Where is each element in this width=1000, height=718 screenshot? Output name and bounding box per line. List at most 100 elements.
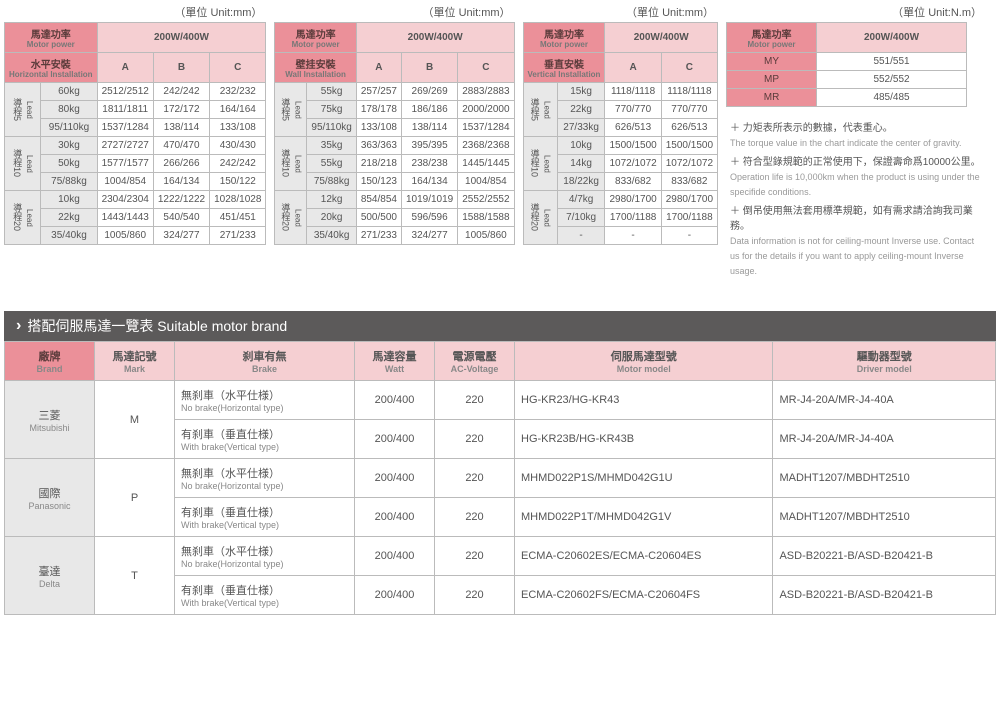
table-row: 55kg218/218238/2381445/1445 bbox=[275, 155, 514, 173]
brake-cell: 有刹車（垂直仕様）With brake(Vertical type) bbox=[175, 576, 355, 615]
data-cell: 1700/1188 bbox=[605, 209, 661, 227]
data-cell: 1700/1188 bbox=[661, 209, 717, 227]
unit-mm: （單位 Unit:mm） bbox=[4, 4, 266, 20]
ac-cell: 220 bbox=[435, 537, 515, 576]
load-value: 75/88kg bbox=[41, 173, 97, 191]
section-title-bar: 搭配伺服馬達一覽表 Suitable motor brand bbox=[4, 311, 996, 341]
brand-cell: 三菱Mitsubishi bbox=[5, 381, 95, 459]
table-row: 導程5Lead55kg257/257269/2692883/2883 bbox=[275, 83, 514, 101]
mark-cell: T bbox=[95, 537, 175, 615]
col-ac: 電源電壓AC-Voltage bbox=[435, 342, 515, 381]
data-cell: 1004/854 bbox=[458, 173, 514, 191]
data-cell: 1028/1028 bbox=[210, 191, 266, 209]
mark-cell: M bbox=[95, 381, 175, 459]
lead-label: 導程10Lead bbox=[523, 137, 557, 191]
data-cell: - bbox=[661, 227, 717, 245]
driver-cell: ASD-B20221-B/ASD-B20421-B bbox=[773, 537, 996, 576]
ac-cell: 220 bbox=[435, 381, 515, 420]
note-3-en: Data information is not for ceiling-moun… bbox=[730, 236, 974, 276]
data-cell: 1588/1588 bbox=[458, 209, 514, 227]
driver-cell: MR-J4-20A/MR-J4-40A bbox=[773, 381, 996, 420]
torque-label: MY bbox=[727, 53, 817, 71]
lead-label: 導程20Lead bbox=[523, 191, 557, 245]
data-cell: 1443/1443 bbox=[97, 209, 153, 227]
data-cell: 186/186 bbox=[401, 101, 457, 119]
data-cell: 770/770 bbox=[605, 101, 661, 119]
data-cell: 596/596 bbox=[401, 209, 457, 227]
col-mark: 馬達記號Mark bbox=[95, 342, 175, 381]
note-2-en: Operation life is 10,000km when the prod… bbox=[730, 172, 980, 197]
table-row: 80kg1811/1811172/172164/164 bbox=[5, 101, 266, 119]
hdr-power-val: 200W/400W bbox=[97, 23, 266, 53]
data-cell: 1118/1118 bbox=[661, 83, 717, 101]
data-cell: 324/277 bbox=[153, 227, 209, 245]
data-cell: 232/232 bbox=[210, 83, 266, 101]
load-value: 22kg bbox=[41, 209, 97, 227]
motor-row: 三菱MitsubishiM無刹車（水平仕様）No brake(Horizonta… bbox=[5, 381, 996, 420]
load-value: 95/110kg bbox=[307, 119, 356, 137]
data-cell: 1537/1284 bbox=[458, 119, 514, 137]
data-cell: 266/266 bbox=[153, 155, 209, 173]
col-watt: 馬達容量Watt bbox=[355, 342, 435, 381]
load-value: 4/7kg bbox=[557, 191, 605, 209]
note-1-en: The torque value in the chart indicate t… bbox=[730, 138, 961, 148]
data-cell: 271/233 bbox=[210, 227, 266, 245]
table-row: 導程5Lead60kg2512/2512242/242232/232 bbox=[5, 83, 266, 101]
data-cell: 164/134 bbox=[401, 173, 457, 191]
table-row: 導程5Lead15kg1118/11181118/1118 bbox=[523, 83, 717, 101]
data-cell: 500/500 bbox=[356, 209, 401, 227]
motor-row: 臺達DeltaT無刹車（水平仕様）No brake(Horizontal typ… bbox=[5, 537, 996, 576]
brake-cell: 無刹車（水平仕様）No brake(Horizontal type) bbox=[175, 381, 355, 420]
table-torque: （單位 Unit:N.m） 馬達功率Motor power 200W/400W … bbox=[726, 4, 986, 107]
note-3-zh: ＋ 倒吊使用無法套用標準規範，如有需求請洽詢我司業務。 bbox=[730, 206, 973, 232]
col-b: B bbox=[153, 53, 209, 83]
brake-cell: 有刹車（垂直仕様）With brake(Vertical type) bbox=[175, 498, 355, 537]
data-cell: 1005/860 bbox=[458, 227, 514, 245]
mark-cell: P bbox=[95, 459, 175, 537]
data-cell: 1811/1811 bbox=[97, 101, 153, 119]
load-value: 15kg bbox=[557, 83, 605, 101]
data-cell: 1118/1118 bbox=[605, 83, 661, 101]
data-cell: 1500/1500 bbox=[661, 137, 717, 155]
ac-cell: 220 bbox=[435, 576, 515, 615]
data-cell: 1445/1445 bbox=[458, 155, 514, 173]
data-cell: 178/178 bbox=[356, 101, 401, 119]
watt-cell: 200/400 bbox=[355, 576, 435, 615]
hdr-wall: 壁挂安裝Wall Installation bbox=[275, 53, 356, 83]
load-value: 75/88kg bbox=[307, 173, 356, 191]
data-cell: 770/770 bbox=[661, 101, 717, 119]
data-cell: 138/114 bbox=[401, 119, 457, 137]
table-row: MP552/552 bbox=[727, 71, 967, 89]
data-cell: 138/114 bbox=[153, 119, 209, 137]
data-cell: 133/108 bbox=[356, 119, 401, 137]
table-row: 導程20Lead4/7kg2980/17002980/1700 bbox=[523, 191, 717, 209]
data-cell: 833/682 bbox=[605, 173, 661, 191]
data-cell: 164/134 bbox=[153, 173, 209, 191]
load-value: 35kg bbox=[307, 137, 356, 155]
col-motor: 伺服馬達型號Motor model bbox=[515, 342, 773, 381]
lead-label: 導程20Lead bbox=[5, 191, 41, 245]
table-row: 50kg1577/1577266/266242/242 bbox=[5, 155, 266, 173]
load-value: 35/40kg bbox=[307, 227, 356, 245]
section-title: 搭配伺服馬達一覽表 Suitable motor brand bbox=[27, 316, 287, 336]
load-value: - bbox=[557, 227, 605, 245]
lead-label: 導程5Lead bbox=[523, 83, 557, 137]
torque-value: 552/552 bbox=[817, 71, 967, 89]
load-value: 12kg bbox=[307, 191, 356, 209]
load-value: 55kg bbox=[307, 83, 356, 101]
load-value: 80kg bbox=[41, 101, 97, 119]
motor-row: 國際PanasonicP無刹車（水平仕様）No brake(Horizontal… bbox=[5, 459, 996, 498]
data-cell: 172/172 bbox=[153, 101, 209, 119]
load-value: 18/22kg bbox=[557, 173, 605, 191]
data-cell: 451/451 bbox=[210, 209, 266, 227]
data-cell: 395/395 bbox=[401, 137, 457, 155]
col-c: C bbox=[210, 53, 266, 83]
table-row: 95/110kg1537/1284138/114133/108 bbox=[5, 119, 266, 137]
lead-label: 導程10Lead bbox=[5, 137, 41, 191]
unit-nm: （單位 Unit:N.m） bbox=[726, 4, 986, 20]
data-cell: 854/854 bbox=[356, 191, 401, 209]
data-cell: 164/164 bbox=[210, 101, 266, 119]
load-value: 20kg bbox=[307, 209, 356, 227]
table-row: 75kg178/178186/1862000/2000 bbox=[275, 101, 514, 119]
lead-label: 導程5Lead bbox=[5, 83, 41, 137]
